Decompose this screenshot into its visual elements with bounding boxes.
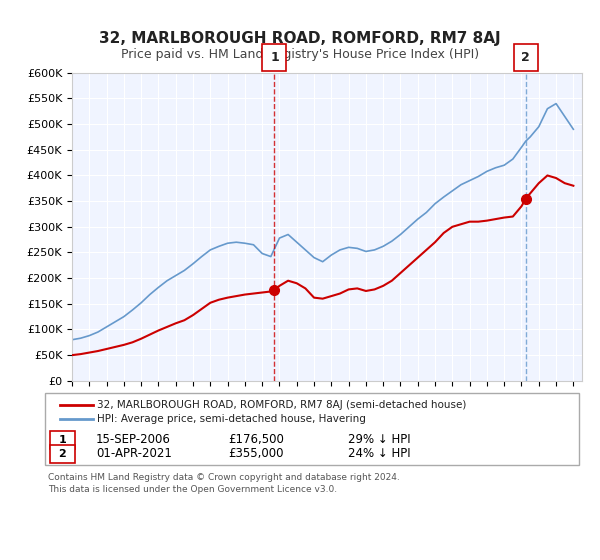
Text: 15-SEP-2006: 15-SEP-2006 xyxy=(96,433,171,446)
Text: 2: 2 xyxy=(521,51,530,64)
Text: 1: 1 xyxy=(270,51,279,64)
Text: 2: 2 xyxy=(59,449,66,459)
Text: Contains HM Land Registry data © Crown copyright and database right 2024.
This d: Contains HM Land Registry data © Crown c… xyxy=(48,473,400,494)
Text: 01-APR-2021: 01-APR-2021 xyxy=(96,447,172,460)
Text: £355,000: £355,000 xyxy=(228,447,284,460)
Text: 32, MARLBOROUGH ROAD, ROMFORD, RM7 8AJ: 32, MARLBOROUGH ROAD, ROMFORD, RM7 8AJ xyxy=(99,31,501,46)
Text: Price paid vs. HM Land Registry's House Price Index (HPI): Price paid vs. HM Land Registry's House … xyxy=(121,48,479,60)
Text: 29% ↓ HPI: 29% ↓ HPI xyxy=(348,433,410,446)
Text: £176,500: £176,500 xyxy=(228,433,284,446)
Text: HPI: Average price, semi-detached house, Havering: HPI: Average price, semi-detached house,… xyxy=(97,414,366,424)
Text: 32, MARLBOROUGH ROAD, ROMFORD, RM7 8AJ (semi-detached house): 32, MARLBOROUGH ROAD, ROMFORD, RM7 8AJ (… xyxy=(97,400,467,410)
Text: 24% ↓ HPI: 24% ↓ HPI xyxy=(348,447,410,460)
Text: 1: 1 xyxy=(59,435,66,445)
